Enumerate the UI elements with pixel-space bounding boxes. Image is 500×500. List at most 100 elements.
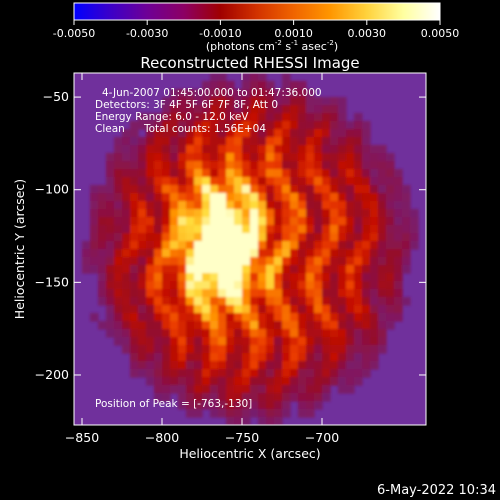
heatmap-cell — [282, 369, 291, 378]
heatmap-cell — [266, 369, 275, 378]
heatmap-cell — [306, 209, 315, 218]
heatmap-cell — [330, 305, 339, 314]
heatmap-cell — [274, 369, 283, 378]
heatmap-cell — [250, 249, 259, 258]
y-tick-label: −50 — [43, 89, 69, 104]
heatmap-cell — [226, 169, 235, 178]
heatmap-cell — [170, 297, 179, 306]
heatmap-cell — [322, 385, 331, 394]
heatmap-cell — [154, 281, 163, 290]
heatmap-cell — [194, 305, 203, 314]
heatmap-cell — [210, 369, 219, 378]
heatmap-cell — [122, 337, 131, 346]
heatmap-cell — [330, 129, 339, 138]
heatmap-cell — [290, 385, 299, 394]
heatmap-cell — [250, 329, 259, 338]
heatmap-cell — [330, 193, 339, 202]
heatmap-cell — [114, 297, 123, 306]
heatmap-cell — [194, 201, 203, 210]
heatmap-cell — [306, 401, 315, 410]
x-tick-label: −750 — [225, 430, 259, 445]
heatmap-cell — [314, 345, 323, 354]
heatmap-cell — [138, 153, 147, 162]
heatmap-cell — [194, 273, 203, 282]
heatmap-cell — [162, 145, 171, 154]
heatmap-cell — [378, 281, 387, 290]
heatmap-cell — [170, 361, 179, 370]
colorbar-tick-label: -0.0050 — [53, 27, 95, 40]
heatmap-cell — [226, 249, 235, 258]
heatmap-cell — [354, 169, 363, 178]
heatmap-cell — [354, 329, 363, 338]
heatmap-cell — [210, 209, 219, 218]
heatmap-cell — [258, 217, 267, 226]
heatmap-cell — [106, 249, 115, 258]
heatmap-cell — [234, 97, 243, 106]
heatmap-cell — [266, 249, 275, 258]
heatmap-cell — [274, 297, 283, 306]
heatmap-cell — [330, 177, 339, 186]
heatmap-cell — [370, 337, 379, 346]
heatmap-cell — [202, 265, 211, 274]
heatmap-cell — [242, 105, 251, 114]
heatmap-cell — [130, 249, 139, 258]
heatmap-cell — [250, 113, 259, 122]
heatmap-cell — [306, 353, 315, 362]
heatmap-cell — [186, 225, 195, 234]
heatmap-cell — [242, 297, 251, 306]
heatmap-cell — [178, 249, 187, 258]
heatmap-cell — [338, 297, 347, 306]
heatmap-cell — [314, 113, 323, 122]
heatmap-cell — [186, 305, 195, 314]
heatmap-cell — [138, 313, 147, 322]
heatmap-cell — [346, 177, 355, 186]
heatmap-cell — [362, 233, 371, 242]
heatmap-cell — [258, 169, 267, 178]
heatmap-cell — [322, 217, 331, 226]
heatmap-cell — [306, 393, 315, 402]
heatmap-cell — [306, 361, 315, 370]
heatmap-cell — [130, 361, 139, 370]
heatmap-cell — [394, 177, 403, 186]
heatmap-cell — [82, 257, 91, 266]
heatmap-cell — [114, 225, 123, 234]
heatmap-cell — [282, 241, 291, 250]
heatmap-cell — [154, 169, 163, 178]
colorbar-tick-label: 0.0030 — [348, 27, 387, 40]
heatmap-cell — [314, 129, 323, 138]
heatmap-cell — [322, 273, 331, 282]
heatmap-cell — [210, 241, 219, 250]
heatmap-cell — [98, 265, 107, 274]
heatmap-cell — [146, 193, 155, 202]
heatmap-cell — [114, 169, 123, 178]
heatmap-cell — [98, 193, 107, 202]
heatmap-cell — [258, 225, 267, 234]
heatmap-cell — [250, 369, 259, 378]
heatmap-cell — [322, 345, 331, 354]
heatmap-cell — [346, 201, 355, 210]
heatmap-cell — [330, 369, 339, 378]
heatmap-cell — [98, 289, 107, 298]
heatmap-cell — [354, 265, 363, 274]
heatmap-cell — [338, 233, 347, 242]
heatmap-cell — [386, 273, 395, 282]
heatmap-cell — [322, 249, 331, 258]
heatmap-cell — [250, 97, 259, 106]
heatmap-cell — [298, 201, 307, 210]
heatmap-cell — [314, 193, 323, 202]
heatmap-cell — [218, 409, 227, 418]
heatmap-cell — [298, 353, 307, 362]
heatmap-cell — [146, 313, 155, 322]
heatmap-cell — [242, 169, 251, 178]
heatmap-image — [74, 73, 426, 425]
heatmap-cell — [386, 289, 395, 298]
heatmap-cell — [242, 401, 251, 410]
heatmap-cell — [362, 241, 371, 250]
heatmap-cell — [226, 353, 235, 362]
heatmap-cell — [250, 233, 259, 242]
heatmap-cell — [218, 73, 227, 82]
heatmap-cell — [138, 137, 147, 146]
heatmap-cell — [386, 321, 395, 330]
heatmap-cell — [210, 393, 219, 402]
heatmap-cell — [234, 105, 243, 114]
